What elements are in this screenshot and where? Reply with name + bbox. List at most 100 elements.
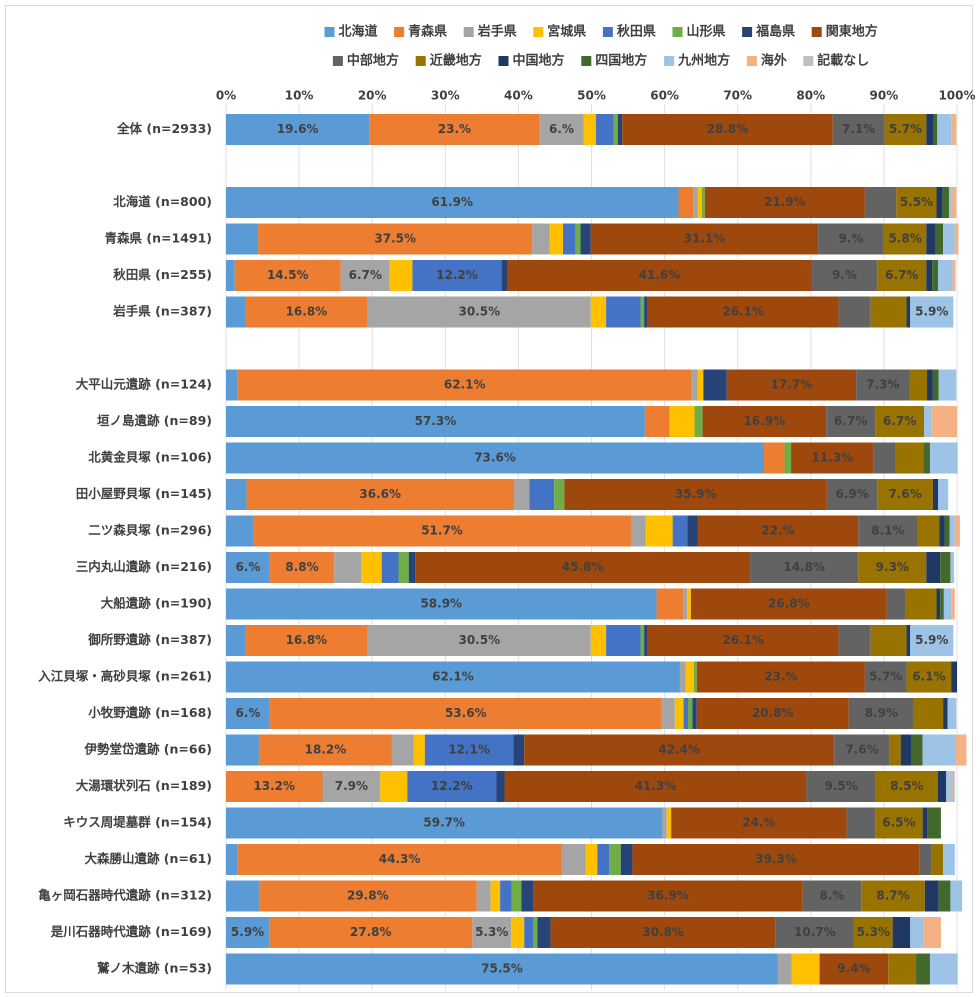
- bar-segment: [226, 223, 259, 255]
- legend-swatch: [811, 27, 822, 37]
- data-label: 5.9%: [915, 633, 948, 647]
- data-label: 23.%: [438, 122, 471, 136]
- bar-segment: [697, 369, 704, 401]
- x-tick-label: 50%: [577, 89, 606, 103]
- category-label: 大湯環状列石 (n=189): [76, 778, 212, 793]
- data-label: 14.8%: [783, 560, 825, 574]
- bar-segment: [504, 771, 807, 802]
- bar-segment: [322, 771, 381, 802]
- data-label: 8.9%: [865, 706, 898, 720]
- bar-segment: [924, 406, 933, 437]
- bar-segment: [943, 844, 955, 875]
- bar-segment: [537, 917, 551, 948]
- x-tick-label: 20%: [358, 89, 387, 103]
- bar-segment: [234, 260, 341, 291]
- bar-segment: [955, 734, 967, 766]
- data-label: 45.8%: [562, 560, 604, 574]
- data-label: 5.9%: [915, 305, 948, 319]
- bar-segment: [671, 807, 847, 839]
- category-label: 御所野遺跡 (n=387): [87, 632, 212, 647]
- bar-segment: [946, 771, 950, 802]
- bar-segment: [940, 588, 944, 620]
- bar-segment: [702, 406, 827, 437]
- data-label: 5.5%: [900, 195, 933, 209]
- bar-segment: [870, 625, 907, 656]
- legend-swatch: [332, 56, 343, 66]
- data-label: 18.2%: [305, 743, 347, 757]
- bar-segment: [926, 260, 933, 291]
- data-label: 30.5%: [458, 633, 500, 647]
- bar-segment: [590, 625, 607, 656]
- data-label: 12.2%: [431, 779, 473, 793]
- category-label: 岩手県 (n=387): [112, 304, 212, 319]
- bar-segment: [826, 406, 876, 437]
- data-label: 31.1%: [684, 232, 726, 246]
- bar-segment: [226, 479, 247, 510]
- legend-label: 福島県: [755, 24, 795, 40]
- data-label: 9.3%: [876, 560, 909, 574]
- bar-segment: [937, 114, 952, 145]
- bar-segment: [562, 223, 576, 255]
- bar-segment: [496, 771, 505, 802]
- legend-swatch: [746, 56, 757, 66]
- data-label: 6.7%: [885, 268, 918, 282]
- data-label: 36.9%: [647, 889, 689, 903]
- data-label: 7.9%: [335, 779, 368, 793]
- category-label: 亀ヶ岡石器時代遺跡 (n=312): [38, 888, 212, 903]
- legend-label: 青森県: [408, 24, 447, 40]
- data-label: 16.8%: [286, 305, 328, 319]
- bar-segment: [226, 807, 663, 839]
- bar-segment: [622, 114, 833, 145]
- bar-segment: [926, 223, 936, 255]
- bar-segment: [864, 661, 907, 693]
- bar-segment: [950, 880, 963, 912]
- bar-segment: [883, 223, 927, 255]
- bar-segment: [507, 260, 812, 291]
- legend-label: 宮城県: [547, 24, 586, 40]
- bar-segment: [408, 552, 416, 583]
- bar-segment: [226, 953, 778, 985]
- bar-segment: [613, 114, 618, 145]
- bar-segment: [937, 771, 947, 802]
- x-tick-label: 30%: [431, 89, 460, 103]
- bar-segment: [838, 296, 871, 328]
- bar-segment: [929, 442, 958, 474]
- bar-segment: [237, 369, 692, 401]
- bar-segment: [532, 223, 550, 255]
- legend-swatch: [463, 27, 474, 37]
- bar-segment: [764, 442, 785, 474]
- bar-segment: [595, 114, 614, 145]
- bar-segment: [888, 953, 917, 985]
- data-label: 7.3%: [866, 378, 899, 392]
- bar-segment: [917, 515, 940, 547]
- bar-segment: [932, 479, 938, 510]
- data-label: 5.9%: [231, 925, 264, 939]
- bar-segment: [811, 260, 878, 291]
- bar-segment: [791, 953, 820, 985]
- bar-segment: [226, 369, 238, 401]
- bar-segment: [644, 406, 670, 437]
- data-label: 6.7%: [349, 268, 382, 282]
- bar-segment: [583, 114, 596, 145]
- bar-segment: [692, 698, 697, 729]
- bar-segment: [951, 114, 957, 145]
- bar-segment: [590, 223, 819, 255]
- bar-segment: [514, 479, 530, 510]
- bar-segment: [938, 880, 951, 912]
- category-label: 北黄金貝塚 (n=106): [88, 450, 212, 465]
- bar-segment: [575, 223, 581, 255]
- bar-segment: [666, 807, 672, 839]
- legend-swatch: [602, 27, 613, 37]
- data-label: 5.7%: [869, 670, 902, 684]
- bar-segment: [939, 515, 945, 547]
- bar-segment: [380, 771, 408, 802]
- bar-segment: [226, 771, 323, 802]
- bar-segment: [407, 771, 497, 802]
- category-label: 大船遺跡 (n=190): [101, 596, 212, 611]
- x-tick-label: 70%: [723, 89, 752, 103]
- category-label: キウス周堤墓群 (n=154): [63, 815, 212, 830]
- data-label: 6.%: [235, 706, 260, 720]
- bar-segment: [580, 223, 591, 255]
- data-label: 41.3%: [635, 779, 677, 793]
- bar-segment: [226, 552, 270, 583]
